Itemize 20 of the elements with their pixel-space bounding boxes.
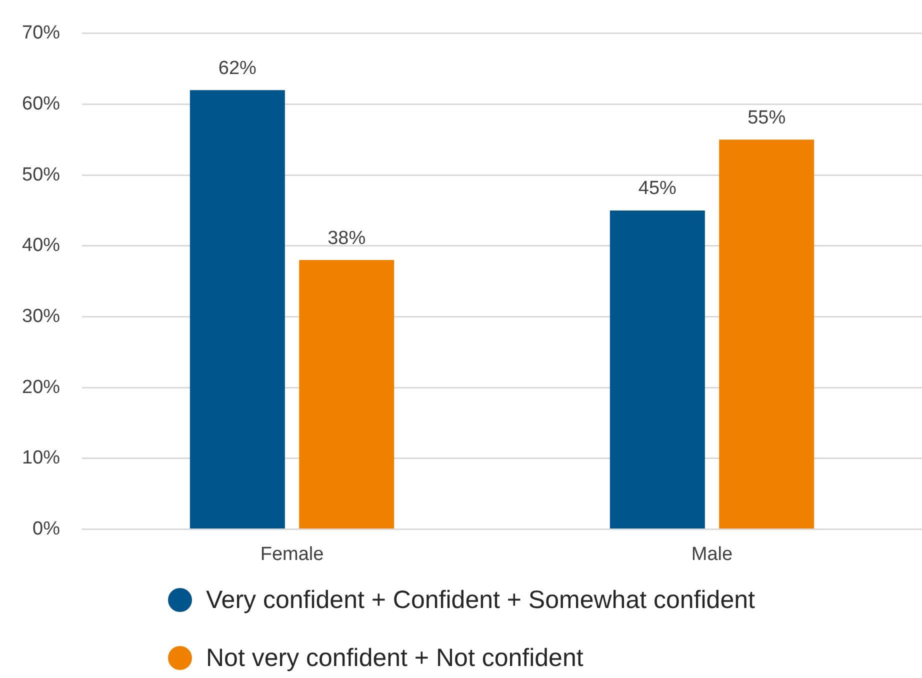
bar (299, 260, 394, 528)
bar (610, 210, 705, 528)
data-label: 45% (638, 178, 677, 200)
y-tick-label: 60% (22, 93, 60, 114)
x-tick-label: Female (260, 544, 324, 565)
y-tick-label: 30% (22, 306, 60, 327)
legend-label: Very confident + Confident + Somewhat confident (206, 586, 755, 614)
y-tick-label: 70% (22, 22, 60, 44)
y-tick-label: 0% (32, 518, 60, 540)
y-tick-label: 10% (22, 448, 60, 469)
x-tick-label: Male (691, 544, 733, 565)
y-tick-label: 50% (22, 164, 60, 186)
legend-label: Not very confident + Not confident (206, 644, 584, 672)
y-tick-label: 40% (22, 235, 60, 256)
bar (719, 140, 814, 528)
bar (190, 90, 285, 528)
y-tick-label: 20% (22, 376, 60, 398)
data-label: 62% (218, 58, 257, 79)
data-label: 38% (328, 228, 366, 249)
data-label: 55% (748, 107, 786, 128)
